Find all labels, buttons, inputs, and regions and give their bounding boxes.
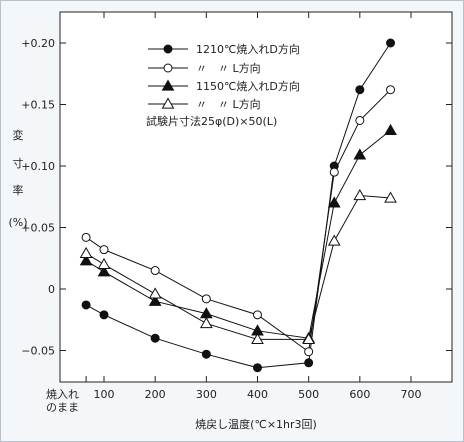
data-point [304, 347, 314, 357]
data-point [253, 363, 262, 373]
y-tick-label: +0.15 [21, 99, 55, 112]
data-point [97, 257, 111, 270]
y-tick-label: −0.05 [21, 345, 55, 358]
legend-marker [161, 97, 175, 109]
legend-label: 1150℃焼入れD方向 [196, 79, 300, 93]
data-point [355, 115, 365, 125]
data-point [353, 189, 367, 201]
data-point [384, 123, 397, 135]
data-point [99, 245, 109, 255]
plot-area [59, 11, 453, 383]
specimen-note: 試験片寸法25φ(D)×50(L) [146, 114, 277, 128]
data-point [384, 191, 397, 203]
x-tick-label: 700 [401, 388, 422, 401]
data-point [302, 332, 316, 345]
data-point [97, 265, 111, 277]
data-point [386, 38, 396, 48]
data-point [79, 246, 93, 258]
x-tick-label: 600 [349, 388, 370, 401]
x-tick-label: 300 [196, 388, 217, 401]
data-point [81, 300, 91, 310]
y-tick-label: +0.05 [21, 222, 55, 235]
data-point [353, 148, 367, 160]
x-tick-label: 400 [247, 388, 268, 401]
legend-label: 1210℃焼入れD方向 [196, 42, 300, 56]
x-zero-label: 焼入れ [46, 388, 79, 401]
data-point [150, 333, 160, 343]
x-tick-label: 100 [94, 388, 115, 401]
y-axis-title-char: 率 [13, 183, 24, 197]
x-zero-label: のまま [46, 401, 79, 414]
y-tick-label: 0 [48, 283, 55, 296]
x-tick-label: 200 [145, 388, 166, 401]
legend-marker [163, 44, 173, 54]
data-point [150, 266, 160, 276]
data-point [386, 85, 396, 95]
legend-marker [163, 63, 173, 73]
x-tick-label: 500 [298, 388, 319, 401]
data-point [99, 310, 109, 320]
x-axis-title: 焼戻し温度(℃×1hr3回) [195, 417, 317, 431]
data-point [251, 332, 264, 345]
legend-label: 〃 〃 L方向 [196, 97, 261, 111]
data-point [148, 294, 162, 306]
y-axis-title-char: 変 [13, 128, 24, 142]
y-axis-title-char: 寸 [13, 156, 24, 170]
data-point [304, 358, 314, 368]
data-point [327, 234, 341, 246]
data-point [199, 316, 213, 329]
data-point [355, 85, 365, 95]
data-point [79, 254, 93, 266]
legend-label: 〃 〃 L方向 [196, 61, 261, 75]
data-point [327, 196, 341, 208]
data-point [201, 294, 211, 304]
y-tick-label: +0.10 [21, 160, 55, 173]
y-axis-title-char: (%) [8, 216, 27, 229]
y-tick-label: +0.20 [21, 37, 55, 50]
data-point [253, 310, 262, 320]
data-point [329, 167, 339, 177]
data-point [81, 232, 91, 242]
data-point [148, 287, 162, 299]
legend-marker [161, 79, 175, 91]
data-point [201, 349, 211, 359]
